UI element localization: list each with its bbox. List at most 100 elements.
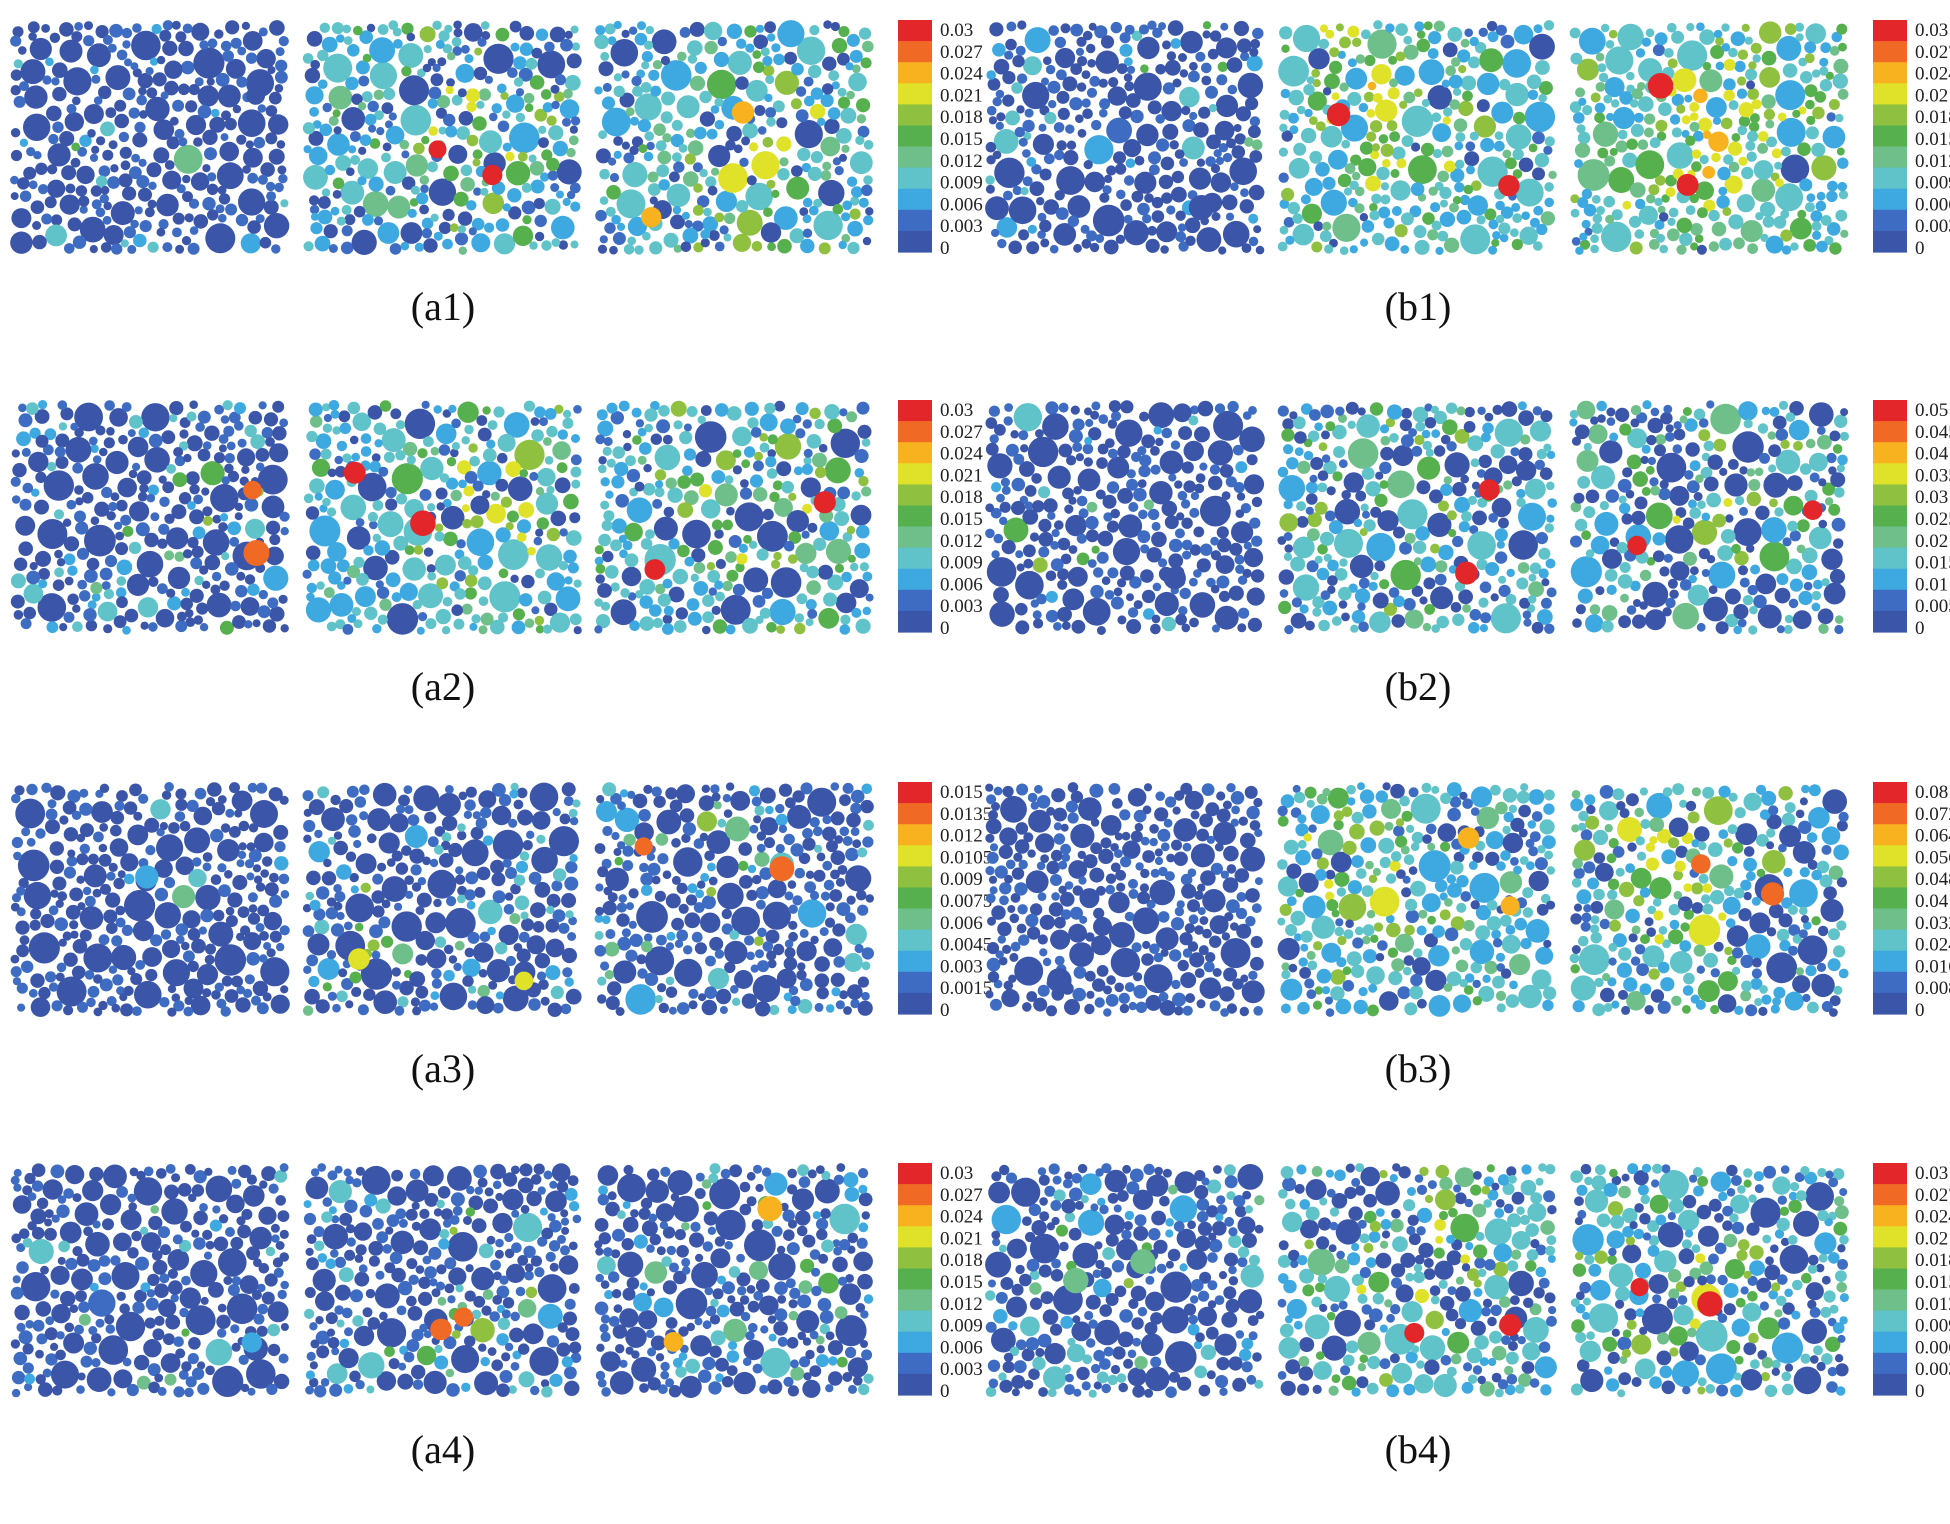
particle xyxy=(793,466,803,476)
particle xyxy=(999,895,1009,906)
particle xyxy=(653,516,678,541)
particle xyxy=(498,568,509,579)
particle xyxy=(427,161,438,173)
particle xyxy=(538,125,547,134)
particle xyxy=(93,1007,103,1017)
particle xyxy=(1415,421,1426,432)
particle xyxy=(231,790,253,812)
particle xyxy=(993,533,1004,544)
particle xyxy=(385,498,398,511)
particle xyxy=(347,401,361,415)
particle xyxy=(132,23,142,33)
particle xyxy=(247,172,259,184)
hotspot-particle xyxy=(243,480,262,500)
particle xyxy=(1787,520,1798,532)
particle xyxy=(835,1000,845,1010)
particle xyxy=(617,801,626,811)
particle xyxy=(352,607,361,616)
particle xyxy=(1476,806,1500,830)
particle xyxy=(1349,823,1365,840)
particle xyxy=(783,956,798,971)
particle xyxy=(1155,791,1165,801)
particle xyxy=(1571,237,1581,246)
particle xyxy=(1054,190,1065,201)
particle xyxy=(116,499,128,512)
particle xyxy=(660,55,671,66)
particle xyxy=(1436,615,1449,629)
particle xyxy=(52,579,65,591)
particle xyxy=(444,24,453,33)
particle xyxy=(1215,156,1224,165)
particle xyxy=(1788,419,1810,441)
particle xyxy=(529,161,545,176)
particle xyxy=(246,842,256,851)
particle xyxy=(42,75,52,85)
particle xyxy=(237,46,247,56)
particle xyxy=(791,62,804,76)
particle xyxy=(366,833,377,844)
particle xyxy=(35,828,46,839)
particle xyxy=(594,945,607,957)
particle xyxy=(419,204,429,215)
colorbar-segment xyxy=(1873,83,1907,105)
particle xyxy=(645,529,655,539)
particle xyxy=(480,187,489,196)
particle xyxy=(1019,444,1029,453)
particle xyxy=(10,954,20,964)
particle xyxy=(312,120,322,129)
particle xyxy=(86,43,111,68)
particle xyxy=(573,405,582,414)
particle xyxy=(1362,510,1370,519)
particle xyxy=(1126,469,1136,479)
particle xyxy=(1221,491,1231,500)
particle xyxy=(377,614,388,625)
particle xyxy=(172,212,185,225)
particle xyxy=(1031,164,1042,175)
particle xyxy=(1679,232,1693,246)
particle xyxy=(830,782,840,791)
particle xyxy=(1352,37,1362,47)
particle xyxy=(748,540,758,549)
particle xyxy=(1226,899,1240,913)
particle xyxy=(193,615,203,625)
particle xyxy=(1605,40,1615,49)
particle xyxy=(1476,215,1486,225)
particle xyxy=(846,895,856,905)
particle xyxy=(707,570,721,583)
particle xyxy=(835,592,857,614)
particle xyxy=(1312,607,1322,617)
particle xyxy=(98,1000,108,1011)
particle xyxy=(355,60,370,75)
particle xyxy=(839,990,849,1000)
particle xyxy=(1405,909,1420,924)
particle xyxy=(1199,916,1209,925)
particle xyxy=(1037,984,1050,997)
particle xyxy=(839,408,848,417)
particle xyxy=(1708,241,1720,252)
particle xyxy=(1137,530,1151,544)
particle xyxy=(139,110,148,119)
colorbar-tick-label: 0.024 xyxy=(1915,64,1950,85)
particle xyxy=(539,417,548,427)
particle xyxy=(1776,35,1802,61)
particle xyxy=(1741,23,1750,32)
particle xyxy=(1009,913,1020,924)
particle xyxy=(1084,171,1105,193)
particle xyxy=(166,527,189,550)
colorbar-tick-label: 0.012 xyxy=(940,151,983,172)
hotspot-particle xyxy=(514,971,534,991)
particle xyxy=(1081,238,1092,249)
particle xyxy=(1805,23,1826,44)
particle xyxy=(1140,868,1150,879)
particle xyxy=(1151,614,1161,624)
particle xyxy=(1187,899,1200,913)
particle xyxy=(202,506,213,517)
particle xyxy=(1452,482,1467,497)
particle xyxy=(535,487,545,496)
particle xyxy=(1309,474,1318,483)
particle xyxy=(792,895,803,906)
particle xyxy=(1108,891,1130,914)
particle xyxy=(13,59,23,69)
particle xyxy=(1325,869,1336,880)
particle xyxy=(269,606,285,622)
